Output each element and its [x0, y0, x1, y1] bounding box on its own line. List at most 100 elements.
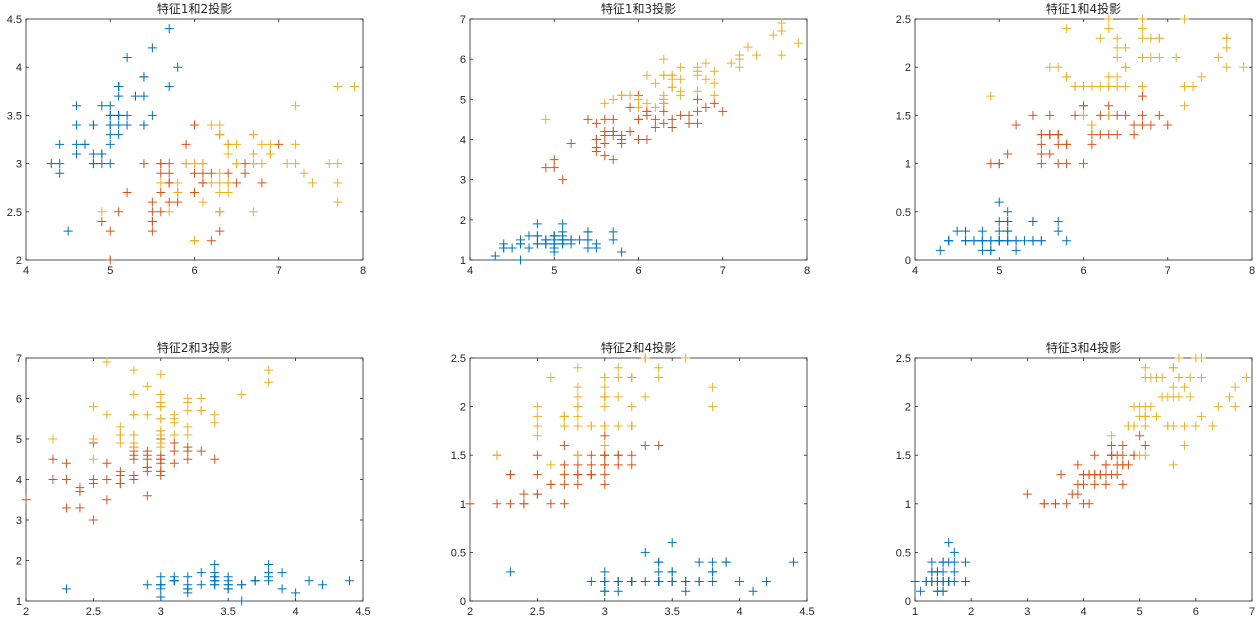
- point-setosa: [961, 577, 971, 587]
- point-setosa: [600, 567, 610, 577]
- point-setosa: [164, 24, 174, 34]
- point-versicolor: [541, 163, 551, 173]
- point-virginica: [1180, 101, 1190, 111]
- point-versicolor: [559, 470, 569, 480]
- point-virginica: [1087, 81, 1097, 91]
- point-versicolor: [1084, 499, 1094, 509]
- point-versicolor: [1062, 159, 1072, 169]
- point-setosa: [1036, 236, 1046, 246]
- point-versicolor: [190, 188, 199, 198]
- x-tick-label: 7: [1249, 606, 1255, 618]
- point-virginica: [142, 410, 152, 420]
- point-setosa: [532, 239, 542, 249]
- point-virginica: [1137, 53, 1147, 63]
- point-virginica: [181, 159, 191, 169]
- point-setosa: [55, 159, 65, 169]
- point-setosa: [708, 567, 718, 577]
- y-tick-label: 2: [905, 62, 911, 74]
- point-virginica: [1208, 421, 1218, 431]
- point-versicolor: [142, 462, 152, 472]
- x-tick-label: 4: [467, 265, 473, 277]
- point-versicolor: [994, 159, 1004, 169]
- point-versicolor: [1084, 470, 1094, 480]
- point-versicolor: [61, 503, 71, 513]
- point-setosa: [608, 235, 618, 245]
- point-virginica: [102, 357, 112, 367]
- subplot-title: 特征1和3投影: [601, 1, 676, 16]
- point-setosa: [977, 226, 987, 236]
- plot-area-frame: [914, 357, 1253, 602]
- point-virginica: [88, 454, 98, 464]
- point-setosa: [105, 120, 115, 130]
- point-versicolor: [1056, 470, 1066, 480]
- point-versicolor: [102, 495, 112, 505]
- point-virginica: [223, 139, 233, 149]
- point-setosa: [210, 576, 220, 586]
- point-versicolor: [549, 163, 559, 173]
- point-versicolor: [88, 515, 98, 525]
- point-virginica: [129, 389, 139, 399]
- point-versicolor: [1079, 101, 1088, 111]
- y-tick-label: 6: [16, 394, 22, 406]
- y-tick-label: 4: [16, 62, 22, 74]
- x-tick-label: 4: [293, 606, 299, 618]
- x-tick-label: 3: [158, 606, 164, 618]
- point-versicolor: [519, 499, 529, 509]
- point-setosa: [237, 596, 247, 606]
- point-virginica: [709, 90, 719, 100]
- point-setosa: [114, 130, 124, 140]
- point-virginica: [1196, 372, 1206, 382]
- x-tick-label: 7: [1165, 265, 1171, 277]
- point-virginica: [642, 70, 652, 80]
- point-virginica: [735, 54, 745, 64]
- point-virginica: [265, 149, 275, 159]
- point-virginica: [257, 159, 267, 169]
- point-setosa: [613, 586, 623, 596]
- point-virginica: [708, 382, 718, 392]
- subplot-3: 4 5 6 7 8 0 0.5 1 1.5 2 2.5 特征1和4投影: [896, 1, 1255, 277]
- point-virginica: [1222, 62, 1232, 72]
- point-virginica: [183, 430, 193, 440]
- point-virginica: [324, 159, 334, 169]
- x-tick-label: 3.5: [221, 606, 236, 618]
- point-virginica: [701, 58, 711, 68]
- point-virginica: [1230, 402, 1240, 412]
- subplot-title: 特征2和4投影: [601, 340, 676, 355]
- point-virginica: [1185, 392, 1195, 402]
- point-virginica: [156, 430, 166, 440]
- point-virginica: [48, 434, 58, 444]
- point-virginica: [532, 411, 542, 421]
- point-virginica: [183, 398, 193, 408]
- point-versicolor: [613, 450, 623, 460]
- point-virginica: [1104, 14, 1114, 24]
- point-setosa: [183, 572, 193, 582]
- point-versicolor: [156, 450, 166, 460]
- point-virginica: [299, 168, 309, 178]
- point-versicolor: [650, 122, 660, 132]
- point-virginica: [1239, 62, 1249, 72]
- point-virginica: [1112, 33, 1122, 43]
- point-virginica: [1112, 81, 1122, 91]
- point-versicolor: [659, 118, 669, 128]
- point-versicolor: [1112, 110, 1122, 120]
- point-setosa: [932, 586, 942, 596]
- y-tick-label: 5: [16, 434, 22, 446]
- point-virginica: [183, 422, 193, 432]
- point-setosa: [97, 149, 107, 159]
- y-tick-label: 0.5: [896, 547, 911, 559]
- point-virginica: [659, 94, 669, 104]
- point-setosa: [613, 577, 623, 587]
- point-virginica: [640, 353, 650, 363]
- point-versicolor: [1053, 159, 1063, 169]
- point-versicolor: [559, 479, 569, 489]
- point-versicolor: [61, 475, 71, 484]
- point-versicolor: [692, 118, 702, 128]
- point-virginica: [156, 402, 166, 412]
- point-virginica: [210, 418, 220, 428]
- x-tick-label: 8: [804, 265, 810, 277]
- point-setosa: [147, 43, 157, 53]
- point-versicolor: [505, 470, 515, 480]
- point-setosa: [507, 243, 517, 253]
- point-versicolor: [654, 440, 664, 450]
- point-virginica: [1168, 363, 1178, 373]
